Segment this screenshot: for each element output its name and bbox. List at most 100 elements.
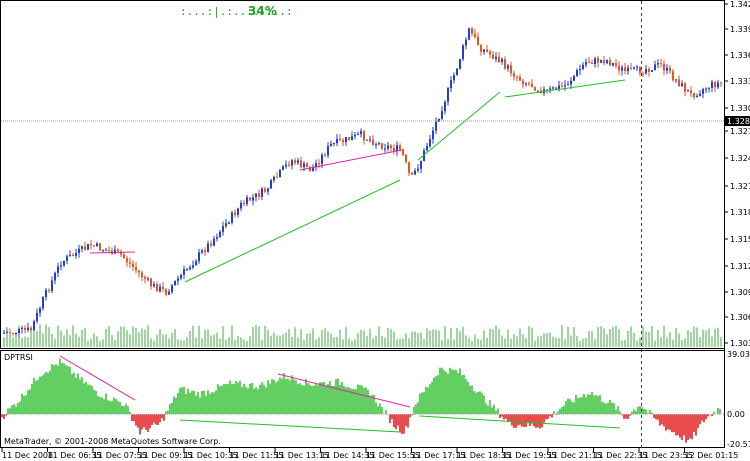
candle-body [243,202,245,204]
candle-body [90,244,92,246]
candle-body [45,290,47,298]
candle-body [294,160,296,163]
time-tick-label: 12 Dec 01:15 [685,451,739,460]
candle-body [228,222,230,224]
candle-body [336,139,338,144]
candle-body [675,79,677,81]
candle-body [588,61,590,63]
candle-body [57,266,59,273]
time-tick-label: 11 Dec 23:55 [639,451,693,460]
candle-body [207,243,209,253]
candle-body [234,212,236,215]
candle-body [141,272,143,278]
candle-body [126,258,128,263]
time-tick-label: 11 Dec 07:55 [93,451,147,460]
candle-body [348,137,350,141]
candle-body [222,226,224,232]
candle-body [96,243,98,246]
candle-body [105,249,107,251]
candle-body [435,121,437,131]
time-tick-label: 11 Dec 18:35 [457,451,511,460]
candle-body [258,193,260,197]
candle-body [603,59,605,64]
candle-body [711,81,713,88]
trend-lines [59,79,626,433]
candle-body [627,67,629,72]
candle-body [246,197,248,204]
current-price-label: 1.3287 [727,117,750,126]
candle-body [372,139,374,145]
candle-body [384,148,386,150]
candle-body [180,274,182,279]
time-tick-label: 11 Dec 06:35 [48,451,102,460]
candle-body [555,87,557,90]
candle-body [216,237,218,239]
candle-body [225,223,227,227]
candle-body [144,277,146,280]
candle-body [186,269,188,271]
candle-body [219,231,221,238]
trend-line [184,179,401,283]
candle-body [255,193,257,198]
candle-body [117,249,119,252]
trend-line [419,415,621,429]
candle-body [528,83,530,85]
candle-body [441,111,443,119]
price-tick-label: 1.3390 [730,25,750,34]
candle-body [639,66,641,74]
price-axis: 1.34201.33901.33601.33301.33001.32751.32… [724,0,750,348]
time-tick-label: 11 Dec 14:35 [321,451,375,460]
candle-body [504,59,506,69]
candle-body [315,163,317,168]
progress-percent: 34% [248,4,277,18]
candle-body [102,249,104,251]
candle-body [309,167,311,172]
candle-body [447,88,449,102]
time-tick-label: 11 Dec 13:15 [275,451,329,460]
candle-body [387,145,389,149]
candle-body [546,89,548,91]
candle-body [408,162,410,173]
trend-line [179,419,401,433]
candle-body [339,139,341,141]
candle-body [375,143,377,145]
candle-body [324,154,326,156]
candle-body [390,145,392,148]
candle-body [513,73,515,77]
candle-body [678,79,680,87]
candle-body [120,251,122,255]
candle-body [138,270,140,273]
candle-body [174,280,176,286]
candle-body [570,80,572,85]
candle-body [456,68,458,76]
candle-body [537,90,539,92]
candle-body [3,332,5,334]
candle-body [522,80,524,85]
candle-body [81,246,83,249]
candle-body [330,143,332,147]
candle-body [657,63,659,65]
candle-body [426,146,428,151]
candle-body [483,49,485,52]
candle-body [357,134,359,136]
candle-body [249,197,251,201]
time-tick-label: 11 Dec 22:35 [594,451,648,460]
candle-body [519,76,521,81]
candle-body [453,75,455,81]
candle-body [624,67,626,72]
candle-body [99,243,101,251]
candle-body [321,154,323,164]
candle-body [36,312,38,322]
candle-body [399,145,401,150]
price-tick-label: 1.3095 [730,288,750,297]
candle-body [270,180,272,189]
candle-body [267,188,269,192]
candle-body [645,69,647,74]
candle-body [66,256,68,261]
candle-body [474,33,476,37]
candle-body [177,278,179,281]
time-tick-label: 11 Dec 2008 [2,451,53,460]
candle-body [123,254,125,259]
